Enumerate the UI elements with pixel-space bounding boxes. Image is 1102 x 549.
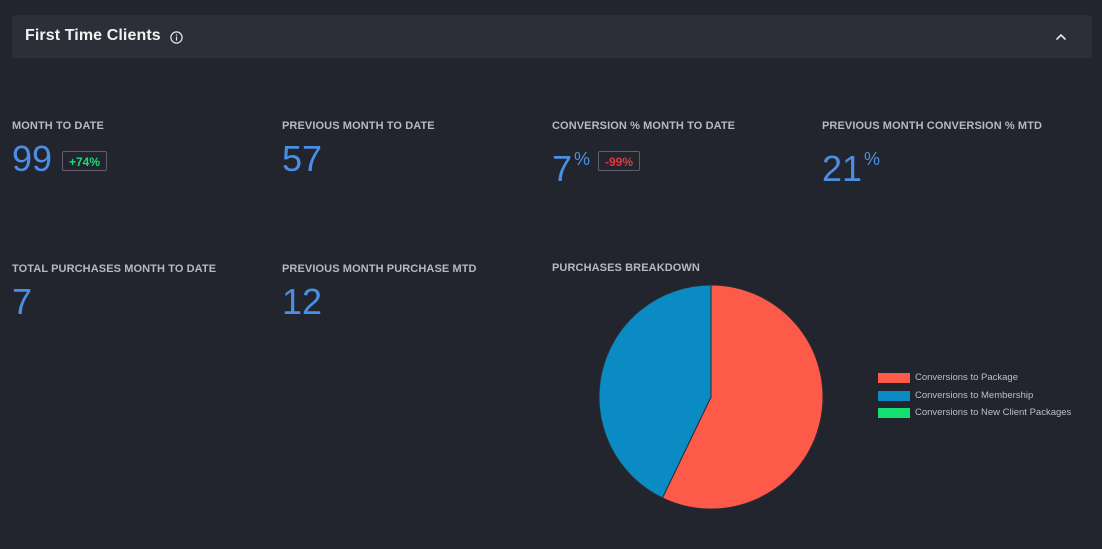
metric-label: MONTH TO DATE bbox=[12, 120, 104, 132]
metric-label: TOTAL PURCHASES MONTH TO DATE bbox=[12, 263, 217, 275]
metric-label: PREVIOUS MONTH PURCHASE MTD bbox=[282, 263, 477, 275]
metric-value: 57 bbox=[282, 138, 323, 179]
metric-label: PREVIOUS MONTH CONVERSION % MTD bbox=[822, 120, 1043, 132]
metric-label: CONVERSION % MONTH TO DATE bbox=[552, 120, 736, 132]
metric-value: 12 bbox=[282, 281, 323, 322]
legend-label: Conversions to Package bbox=[915, 372, 1018, 383]
pie-slice-conversions-to-package[interactable] bbox=[661, 284, 824, 510]
legend-swatch bbox=[878, 373, 910, 383]
metric-value-group: 21% bbox=[822, 139, 880, 189]
pie-slice-conversions-to-membership[interactable] bbox=[598, 284, 712, 499]
metric-value: 21 bbox=[822, 148, 863, 189]
legend-label: Conversions to Membership bbox=[915, 389, 1034, 401]
change-badge: -99% bbox=[598, 151, 641, 171]
legend-swatch bbox=[878, 390, 910, 401]
legend-label: Conversions to New Client Packages bbox=[915, 407, 1072, 418]
panel-header[interactable]: First Time Clients bbox=[12, 15, 1092, 58]
change-badge: +74% bbox=[62, 151, 108, 171]
legend-swatch bbox=[878, 408, 910, 418]
metric-value: 7 bbox=[552, 148, 573, 189]
metric-label: PREVIOUS MONTH TO DATE bbox=[282, 120, 435, 132]
metric-value: 7 bbox=[12, 281, 33, 322]
chart-title: PURCHASES BREAKDOWN bbox=[552, 262, 700, 274]
metric-value-group: 7% bbox=[552, 139, 590, 189]
panel-title: First Time Clients bbox=[25, 27, 161, 44]
pie-chart bbox=[598, 284, 824, 510]
percent-unit: % bbox=[574, 149, 591, 169]
metric-value: 99 bbox=[12, 138, 53, 179]
info-icon[interactable] bbox=[170, 31, 183, 44]
chevron-up-icon[interactable] bbox=[1054, 30, 1068, 44]
percent-unit: % bbox=[864, 149, 881, 169]
